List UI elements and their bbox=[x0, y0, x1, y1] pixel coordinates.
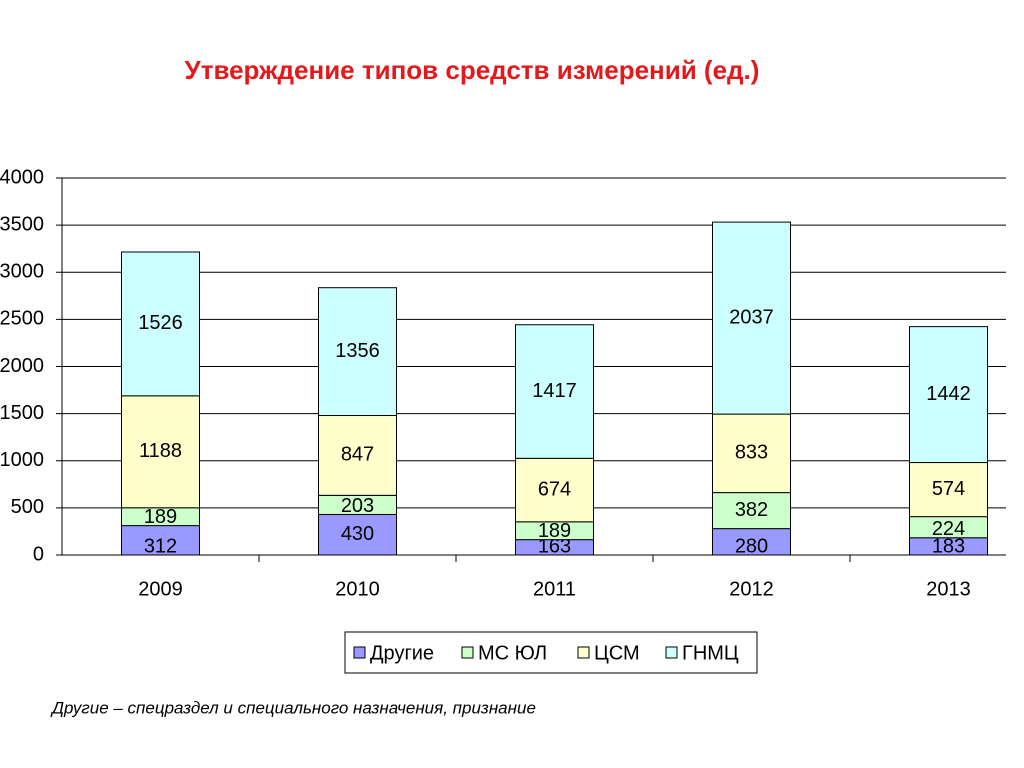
x-tick-label: 2011 bbox=[533, 578, 576, 600]
y-tick-label: 1000 bbox=[0, 449, 44, 471]
bar-segment bbox=[121, 525, 200, 556]
data-label: 1188 bbox=[139, 440, 182, 462]
y-tick-label: 2000 bbox=[0, 355, 44, 377]
bar-segment bbox=[318, 287, 397, 417]
y-tick-label: 1500 bbox=[0, 402, 44, 424]
bar-segment bbox=[121, 395, 200, 509]
data-label: 574 bbox=[932, 478, 965, 500]
data-label: 189 bbox=[144, 506, 177, 528]
chart-title: Утверждение типов средств измерений (ед.… bbox=[185, 55, 760, 85]
y-tick-label: 3000 bbox=[0, 261, 44, 283]
bar-segment bbox=[712, 528, 791, 556]
legend-swatch bbox=[461, 646, 474, 659]
data-label: 1442 bbox=[926, 383, 971, 405]
legend-swatch bbox=[577, 646, 590, 659]
bar-segment bbox=[712, 492, 791, 530]
data-label: 430 bbox=[341, 523, 374, 545]
data-label: 2037 bbox=[729, 306, 774, 328]
bar-segment bbox=[318, 415, 397, 496]
y-tick-label: 0 bbox=[33, 543, 44, 565]
bar-segment bbox=[712, 413, 791, 494]
data-label: 674 bbox=[538, 478, 571, 500]
data-label: 203 bbox=[341, 495, 374, 517]
data-label: 847 bbox=[341, 444, 374, 466]
data-label: 382 bbox=[735, 499, 768, 521]
x-tick-label: 2009 bbox=[138, 578, 183, 600]
data-label: 312 bbox=[144, 535, 177, 557]
legend-box bbox=[344, 631, 758, 674]
footnote: Другие – спецраздел и специального назна… bbox=[50, 698, 536, 717]
legend-label: МС ЮЛ bbox=[478, 642, 547, 664]
data-label: 833 bbox=[735, 442, 768, 464]
legend-label: Другие bbox=[370, 642, 434, 664]
legend-label: ГНМЦ bbox=[682, 642, 739, 664]
legend-swatch bbox=[665, 646, 678, 659]
bar-segment bbox=[121, 251, 200, 397]
bar-segment bbox=[712, 221, 791, 415]
data-label: 183 bbox=[932, 535, 965, 557]
data-label: 1417 bbox=[532, 380, 577, 402]
legend-swatch bbox=[353, 646, 366, 659]
y-tick-label: 2500 bbox=[0, 308, 44, 330]
bar-segment bbox=[515, 457, 594, 523]
legend-label: ЦСМ bbox=[594, 642, 640, 664]
x-tick-label: 2013 bbox=[926, 578, 971, 600]
data-label: 1356 bbox=[335, 340, 380, 362]
bar-segment bbox=[909, 326, 988, 464]
x-tick-label: 2012 bbox=[729, 578, 774, 600]
bar-segment bbox=[515, 324, 594, 459]
data-label: 163 bbox=[538, 535, 571, 557]
data-label: 189 bbox=[538, 520, 571, 542]
x-tick-label: 2010 bbox=[335, 578, 380, 600]
y-tick-label: 500 bbox=[11, 496, 44, 518]
data-label: 280 bbox=[735, 535, 768, 557]
data-label: 1526 bbox=[138, 312, 183, 334]
y-tick-label: 4000 bbox=[0, 166, 44, 188]
data-label: 224 bbox=[932, 518, 965, 540]
y-tick-label: 3500 bbox=[0, 213, 44, 235]
